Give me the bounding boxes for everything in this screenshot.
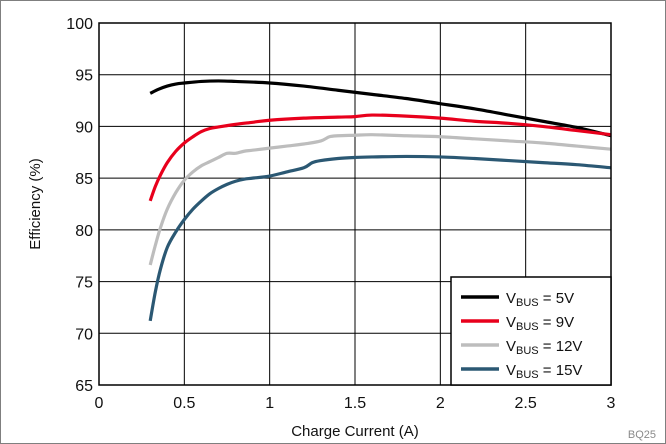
x-tick-label: 2: [436, 395, 445, 412]
legend-label: VBUS = 9V: [506, 314, 574, 333]
legend: VBUS = 5V VBUS = 9V VBUS = 12V VBUS = 15V: [450, 276, 612, 386]
x-tick-label: 0: [95, 395, 104, 412]
legend-label: VBUS = 12V: [506, 338, 582, 357]
x-tick-label: 1: [265, 395, 274, 412]
y-tick-label: 95: [75, 68, 93, 85]
series-line-3: [148, 154, 612, 322]
y-tick-labels: 65 70 75 80 85 90 95 100: [66, 16, 93, 395]
plot-area-border: [98, 22, 612, 386]
legend-label: VBUS = 15V: [506, 362, 582, 381]
y-tick-label: 100: [66, 16, 93, 33]
x-axis-label: Charge Current (A): [291, 423, 419, 440]
series-line-2: [148, 133, 612, 266]
x-tick-label: 2.5: [515, 395, 537, 412]
y-tick-label: 75: [75, 275, 93, 292]
figure-code: BQ25: [628, 429, 656, 441]
y-axis-label: Efficiency (%): [27, 158, 44, 249]
x-tick-label: 1.5: [344, 395, 366, 412]
y-tick-label: 90: [75, 119, 93, 136]
x-tick-label: 0.5: [173, 395, 195, 412]
x-tick-label: 3: [607, 395, 616, 412]
legend-box: [450, 276, 612, 386]
y-tick-label: 85: [75, 171, 93, 188]
series-line-0: [149, 79, 612, 138]
x-tick-labels: 0 0.5 1 1.5 2 2.5 3: [95, 395, 616, 412]
y-tick-label: 65: [75, 378, 93, 395]
legend-label: VBUS = 5V: [506, 290, 574, 309]
series-line-1: [148, 113, 612, 202]
y-tick-label: 70: [75, 326, 93, 343]
y-tick-label: 80: [75, 223, 93, 240]
series-lines: [148, 79, 612, 322]
